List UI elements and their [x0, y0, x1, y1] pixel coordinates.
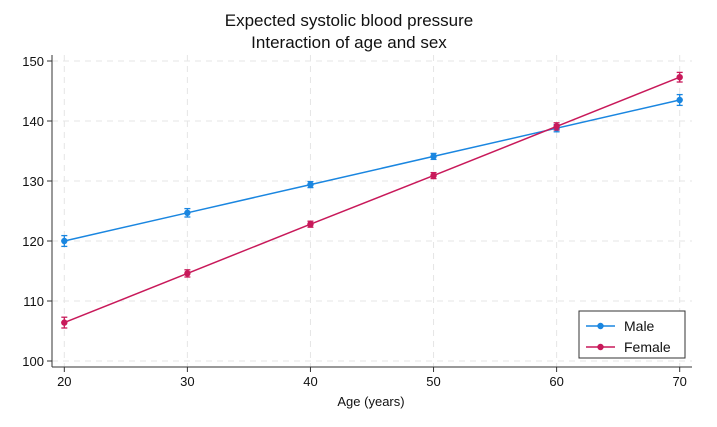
y-tick-label: 130: [22, 174, 44, 189]
data-point: [184, 270, 191, 277]
series-male: [61, 93, 683, 248]
y-tick-label: 150: [22, 54, 44, 69]
data-point: [430, 172, 437, 179]
series-line-male: [64, 99, 680, 242]
data-point: [307, 221, 314, 228]
series-layer: [61, 71, 683, 329]
legend-label-male: Male: [624, 318, 655, 334]
y-tick-label: 140: [22, 114, 44, 129]
x-tick-label: 40: [303, 374, 317, 389]
legend-marker-female: [597, 343, 604, 351]
series-female: [61, 71, 683, 329]
legend-marker-male: [597, 322, 604, 330]
data-point: [184, 209, 191, 216]
legend-label-female: Female: [624, 339, 671, 355]
data-point: [307, 181, 314, 188]
legend-box: [578, 310, 686, 359]
data-point: [61, 319, 68, 326]
x-axis-label: Age (years): [337, 394, 404, 409]
y-tick-label: 120: [22, 234, 44, 249]
data-point: [676, 74, 683, 81]
x-tick-label: 20: [57, 374, 71, 389]
x-tick-label: 70: [672, 374, 686, 389]
data-point: [553, 123, 560, 130]
data-point: [430, 153, 437, 160]
y-tick-label: 110: [23, 294, 44, 309]
chart-subtitle: Interaction of age and sex: [251, 33, 447, 52]
x-tick-label: 60: [549, 374, 563, 389]
y-tick-label: 100: [22, 354, 44, 369]
chart-title: Expected systolic blood pressure: [225, 11, 474, 30]
x-tick-label: 50: [426, 374, 440, 389]
data-point: [676, 96, 683, 104]
x-tick-label: 30: [180, 374, 194, 389]
data-point: [61, 237, 68, 245]
axes: 100 110 120 130 140 150 20 30 40 50 60 70: [22, 54, 692, 389]
legend: Male Female: [578, 310, 686, 359]
series-line-female: [64, 76, 680, 324]
